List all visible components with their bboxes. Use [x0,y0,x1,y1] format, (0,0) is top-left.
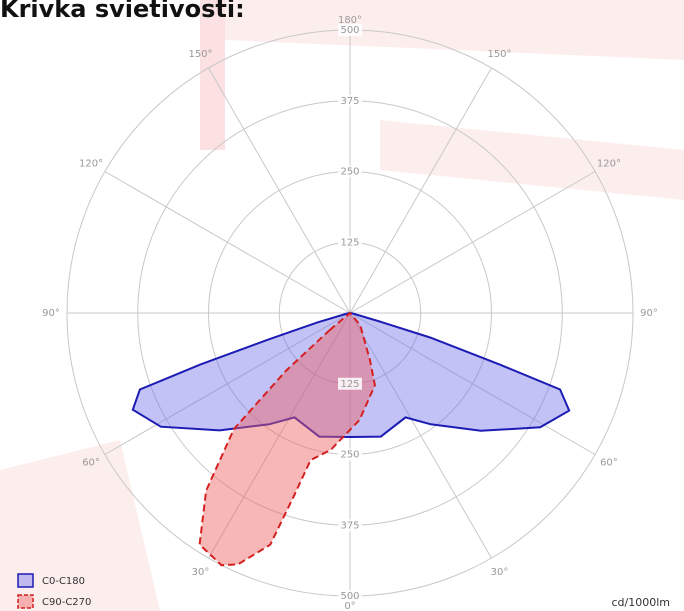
angle-tick-label: 180° [338,15,362,26]
angle-tick-label: 120° [597,159,621,170]
angle-tick-label: 90° [42,308,60,319]
legend-label: C90-C270 [42,597,91,608]
watermark-shape [225,0,684,60]
watermark-shape [0,440,160,611]
series [131,311,571,439]
r-tick-label: 125 [340,237,359,248]
r-tick-label: 250 [340,450,359,461]
grid-spoke [349,312,492,559]
grid-spoke [349,312,596,455]
tick-bg [338,448,362,461]
r-tick-label: 375 [340,96,359,107]
tick-bg [338,94,362,107]
angle-tick-label: 150° [188,49,212,60]
angle-tick-label: 120° [79,159,103,170]
polar-area [132,313,570,437]
grid-spoke [349,67,492,314]
legend-label: C0-C180 [42,576,85,587]
r-tick-label: 500 [340,591,359,602]
grid-spoke [208,67,351,314]
r-tick-label: 250 [340,167,359,178]
grid-spoke [208,312,351,559]
grid-spoke [349,171,596,314]
angle-tick-label: 60° [600,458,618,469]
watermark-shape [380,120,684,200]
grid-spoke [104,171,351,314]
legend-swatch [17,594,34,609]
tick-bg [338,377,362,390]
polar-area [199,313,375,566]
angle-tick-label: 30° [491,567,509,578]
unit-label: cd/1000lm [611,596,670,609]
grid-spoke [104,312,351,455]
r-tick-label: 125 [340,379,359,390]
angle-tick-label: 90° [640,308,658,319]
tick-bg [338,165,362,178]
tick-bg [338,590,362,602]
polar-line [131,311,571,439]
r-tick-label: 375 [340,520,359,531]
angle-tick-label: 30° [192,567,210,578]
angle-tick-label: 0° [344,601,355,611]
angle-tick-label: 60° [82,458,100,469]
legend-swatch [17,573,34,588]
tick-bg [338,519,362,532]
series [198,311,376,567]
tick-bg [338,236,362,249]
polar-line [198,311,376,567]
tick-bg [338,24,362,36]
r-tick-label: 500 [340,25,359,36]
chart-title: Krivka svietivosti: [0,0,245,23]
angle-tick-label: 150° [487,49,511,60]
